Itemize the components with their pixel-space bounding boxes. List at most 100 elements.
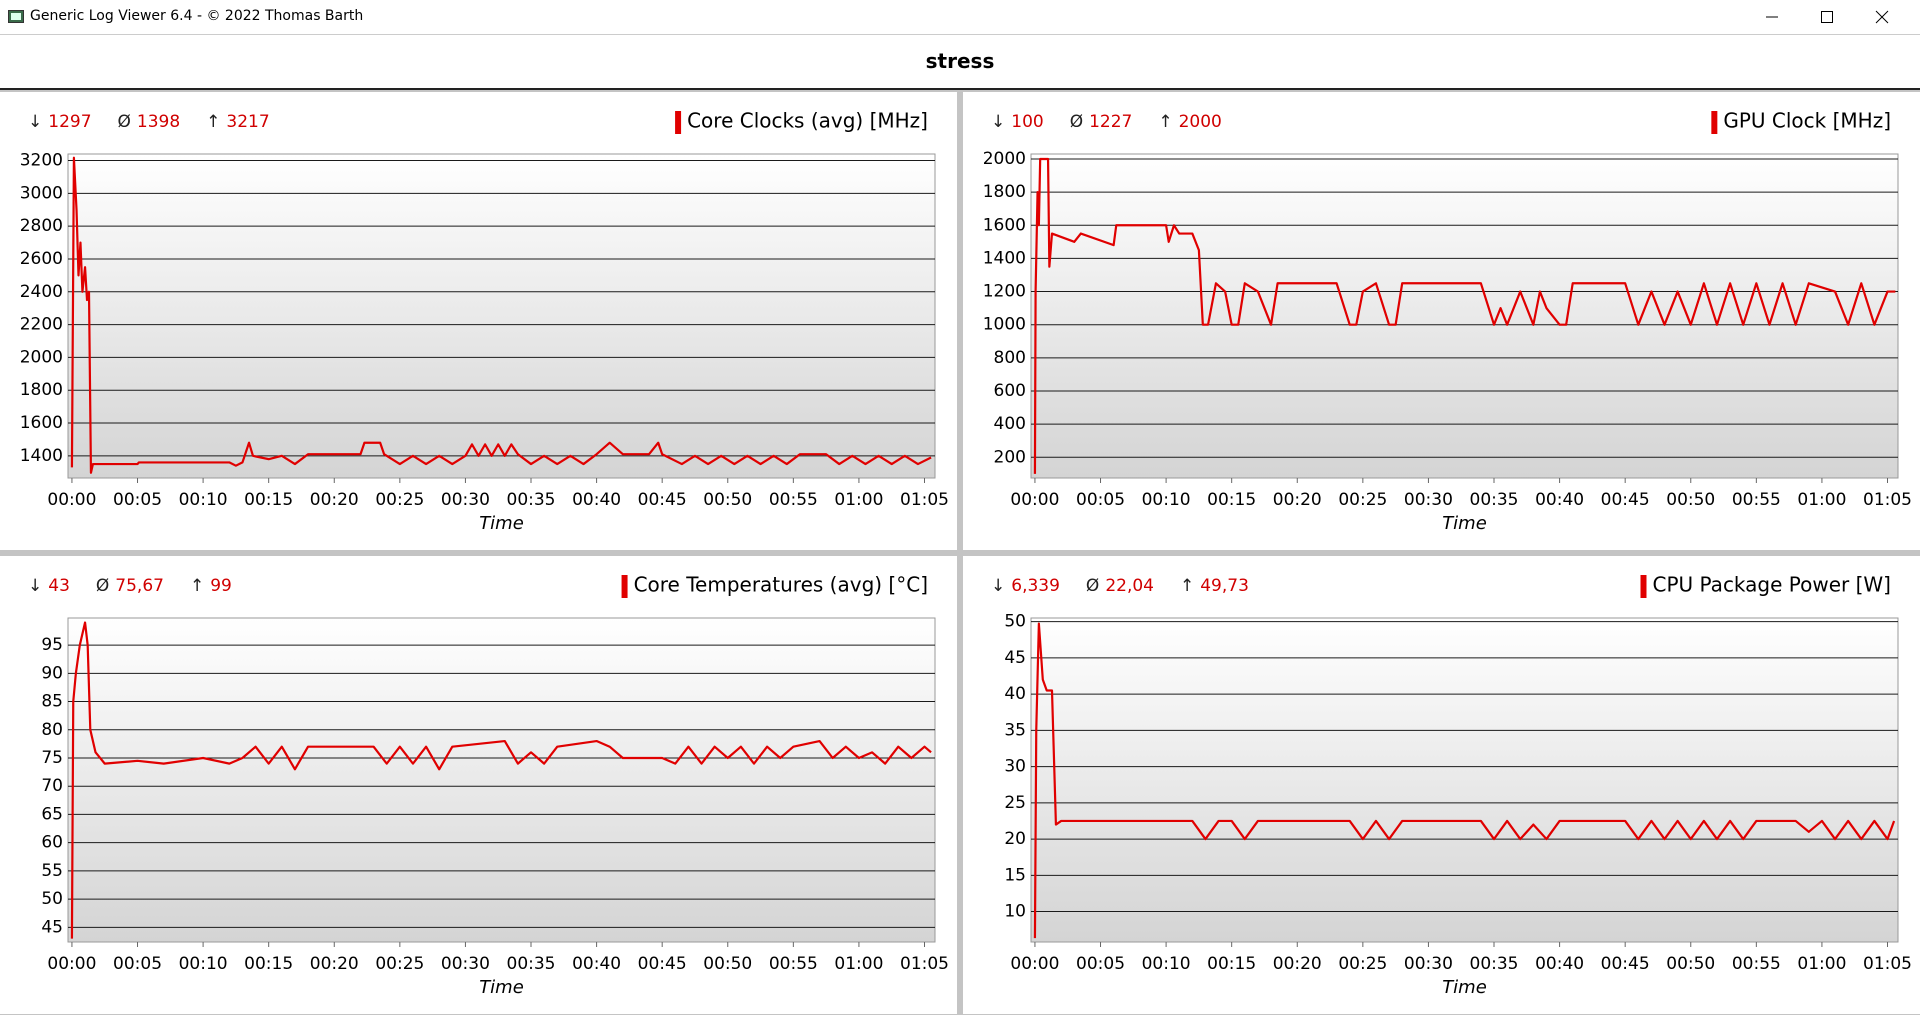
x-tick-label: 00:50 [703,490,752,510]
y-tick-label: 75 [41,748,63,768]
x-tick-label: 00:55 [769,954,818,974]
stat-symbol: ↑ [206,112,220,132]
y-tick-label: 45 [1004,648,1026,668]
y-tick-label: 1400 [983,248,1026,268]
x-tick-label: 00:55 [1732,954,1781,974]
y-tick-label: 1800 [983,182,1026,202]
y-tick-label: 80 [41,720,63,740]
y-tick-label: 1800 [20,380,63,400]
x-tick-label: 01:00 [834,490,883,510]
y-tick-label: 85 [41,692,63,712]
maximize-button[interactable] [1821,11,1833,23]
y-tick-label: 50 [41,889,63,909]
x-tick-label: 00:10 [1142,954,1191,974]
y-tick-label: 50 [1004,612,1026,632]
x-tick-label: 01:05 [1863,490,1912,510]
x-tick-label: 00:20 [1273,490,1322,510]
x-tick-label: 00:20 [310,490,359,510]
y-tick-label: 3000 [20,183,63,203]
app-icon [8,10,24,23]
plot-area [1030,617,1899,943]
legend-swatch [675,111,682,134]
x-tick-label: 00:45 [1601,954,1650,974]
plot-area [67,617,936,943]
y-tick-label: 200 [994,447,1026,467]
stat-value: 1297 [48,112,91,132]
stat-value: 1227 [1089,112,1132,132]
x-tick-label: 00:15 [244,490,293,510]
x-tick-label: 00:25 [1338,954,1387,974]
chart-panel: ↓ 43 Ø 75,67 ↑ 99 Core Temperatures (avg) [°C]… [0,556,957,1014]
series-line [1033,622,1896,939]
x-tick-label: 00:30 [441,490,490,510]
x-tick-label: 00:15 [1207,954,1256,974]
x-tick-label: 00:10 [1142,490,1191,510]
legend-label: GPU Clock [MHz] [1723,109,1891,133]
legend-swatch [1711,111,1718,134]
y-tick-label: 40 [1004,684,1026,704]
x-tick-label: 00:45 [1601,490,1650,510]
y-tick-label: 1600 [983,215,1026,235]
x-tick-label: 00:30 [1404,490,1453,510]
y-tick-label: 3200 [20,151,63,171]
x-tick-label: 00:50 [703,954,752,974]
y-tick-label: 2800 [20,216,63,236]
plot-area [67,153,936,479]
x-axis-label: Time [479,977,524,998]
x-tick-label: 00:10 [179,490,228,510]
y-tick-label: 2000 [983,149,1026,169]
close-button[interactable] [1875,10,1889,24]
stat-value: 75,67 [115,576,164,596]
stat-symbol: ↓ [28,576,42,596]
x-axis-label: Time [479,513,524,534]
y-tick-label: 1200 [983,282,1026,302]
x-tick-label: 00:25 [375,954,424,974]
x-tick-label: 00:45 [638,954,687,974]
stat-symbol: ↓ [991,112,1005,132]
x-tick-label: 00:00 [47,954,96,974]
x-tick-label: 00:55 [769,490,818,510]
x-tick-label: 00:40 [1535,954,1584,974]
series-line [70,621,932,939]
x-tick-label: 00:25 [1338,490,1387,510]
x-tick-label: 00:15 [244,954,293,974]
y-tick-label: 400 [994,414,1026,434]
x-tick-label: 00:10 [179,954,228,974]
y-tick-label: 35 [1004,720,1026,740]
y-tick-label: 800 [994,348,1026,368]
x-tick-label: 00:05 [113,490,162,510]
window-controls [1766,10,1889,24]
x-tick-label: 01:00 [1797,954,1846,974]
x-tick-label: 00:40 [1535,490,1584,510]
plot-area [1030,153,1899,479]
stat-symbol: ↑ [1180,576,1194,596]
x-tick-label: 00:35 [507,954,556,974]
x-tick-label: 00:00 [47,490,96,510]
x-tick-label: 00:30 [441,954,490,974]
y-tick-label: 600 [994,381,1026,401]
x-tick-label: 00:35 [1470,954,1519,974]
y-tick-label: 65 [41,804,63,824]
legend-swatch [621,575,628,598]
stat-symbol: Ø [1070,112,1083,132]
x-tick-label: 00:00 [1010,490,1059,510]
y-tick-label: 25 [1004,793,1026,813]
y-tick-label: 10 [1004,902,1026,922]
chart-panel: ↓ 100 Ø 1227 ↑ 2000 GPU Clock [MHz] 200 400 600 80… [963,92,1920,550]
x-tick-label: 00:05 [113,954,162,974]
window-title: Generic Log Viewer 6.4 - © 2022 Thomas B… [30,8,364,24]
x-axis-label: Time [1442,513,1487,534]
stat-value: 22,04 [1105,576,1154,596]
y-tick-label: 55 [41,861,63,881]
y-tick-label: 70 [41,776,63,796]
stat-symbol: Ø [1086,576,1099,596]
y-tick-label: 90 [41,663,63,683]
y-tick-label: 1600 [20,413,63,433]
x-tick-label: 00:05 [1076,490,1125,510]
y-tick-label: 20 [1004,829,1026,849]
y-tick-label: 1000 [983,315,1026,335]
stat-value: 2000 [1179,112,1222,132]
x-axis-label: Time [1442,977,1487,998]
legend-label: CPU Package Power [W] [1653,573,1892,597]
header-title: stress [925,49,995,73]
